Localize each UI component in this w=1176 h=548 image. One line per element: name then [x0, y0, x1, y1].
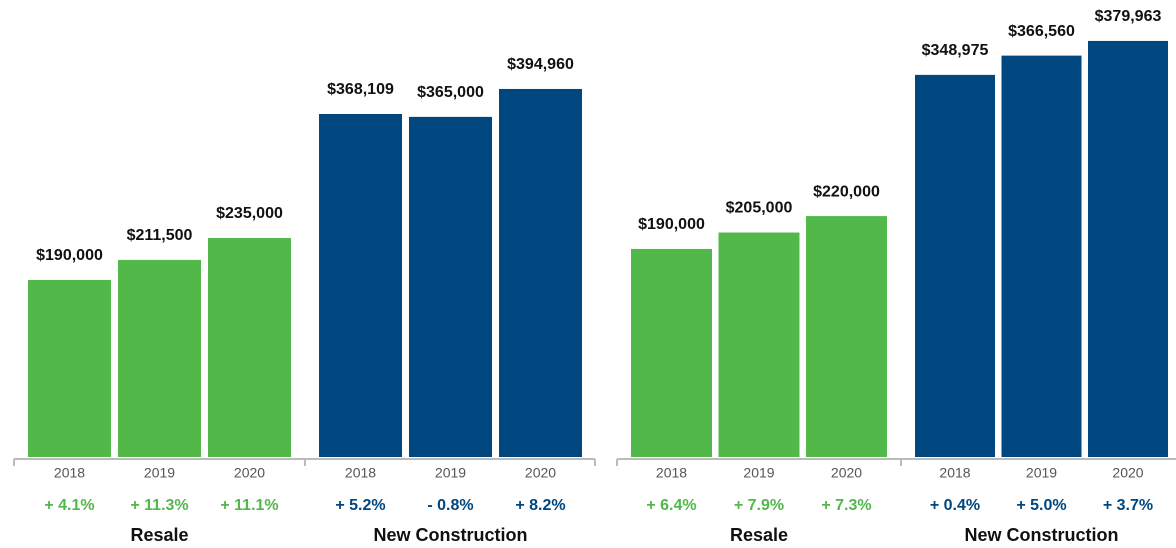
value-label: $379,963: [1095, 8, 1162, 25]
change-label: + 5.0%: [1016, 497, 1066, 514]
change-label: - 0.8%: [427, 497, 473, 514]
change-label: + 11.1%: [220, 497, 278, 514]
x-tick-label: 2018: [345, 465, 376, 481]
x-tick-label: 2019: [1026, 465, 1057, 481]
value-label: $211,500: [127, 227, 193, 244]
change-label: + 8.2%: [515, 497, 565, 514]
bar: [499, 88, 582, 458]
x-tick-label: 2018: [656, 465, 687, 481]
bar: [118, 259, 201, 457]
x-tick-label: 2020: [525, 465, 556, 481]
axes: [13, 458, 1176, 466]
change-label: + 6.4%: [646, 497, 696, 514]
bar: [1001, 55, 1082, 458]
value-label: $366,560: [1008, 23, 1075, 40]
bar: [806, 216, 887, 457]
value-label: $365,000: [417, 84, 484, 101]
x-tick-label: 2019: [743, 465, 774, 481]
group-label: New Construction: [373, 525, 527, 545]
x-tick-label: 2018: [939, 465, 970, 481]
bar: [915, 74, 995, 457]
x-tick-label: 2019: [144, 465, 175, 481]
bar: [319, 113, 402, 457]
x-tick-label: 2020: [1112, 465, 1143, 481]
x-tick-label: 2020: [831, 465, 862, 481]
bar: [28, 279, 111, 457]
bar: [631, 248, 712, 457]
x-tick-label: 2020: [234, 465, 265, 481]
change-label: + 5.2%: [335, 497, 385, 514]
value-label: $394,960: [507, 56, 574, 73]
bar: [718, 232, 800, 457]
group-label: Resale: [130, 525, 188, 545]
change-label: + 11.3%: [130, 497, 188, 514]
value-label: $205,000: [726, 200, 793, 217]
bar: [409, 116, 492, 458]
value-label: $368,109: [327, 81, 394, 98]
change-label: + 7.9%: [734, 497, 784, 514]
group-label: Resale: [730, 525, 788, 545]
x-tick-label: 2018: [54, 465, 85, 481]
value-label: $235,000: [216, 205, 283, 222]
group-label: New Construction: [964, 525, 1118, 545]
bar: [1088, 40, 1168, 457]
value-label: $190,000: [638, 216, 705, 233]
bar: [208, 238, 291, 457]
change-label: + 4.1%: [44, 497, 94, 514]
value-label: $220,000: [813, 183, 880, 200]
change-label: + 0.4%: [930, 497, 980, 514]
x-tick-label: 2019: [435, 465, 466, 481]
value-label: $190,000: [36, 247, 103, 264]
value-label: $348,975: [922, 42, 989, 59]
change-label: + 7.3%: [821, 497, 871, 514]
change-label: + 3.7%: [1103, 497, 1153, 514]
